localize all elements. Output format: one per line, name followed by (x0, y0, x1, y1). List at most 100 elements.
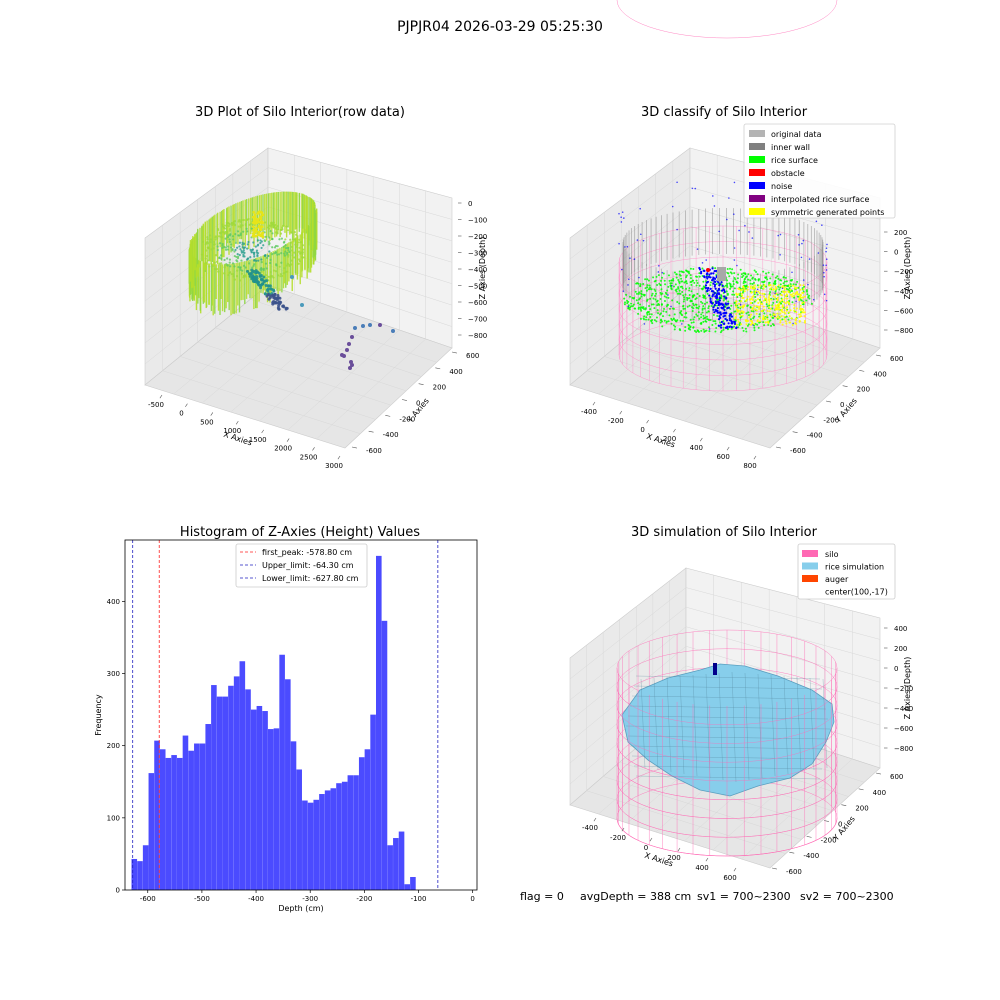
raw-point (276, 228, 280, 231)
raw-point (302, 248, 305, 251)
noise-point (626, 245, 629, 248)
symmetric-point (748, 316, 751, 319)
y-tick-label: 200 (855, 805, 868, 813)
rice-surface-point (689, 328, 692, 331)
raw-point (279, 275, 282, 278)
tick-mark (726, 446, 730, 451)
noise-point (815, 220, 818, 223)
x-tick-labels: -600 -500 -400 -300 -200 -100 0 (140, 890, 475, 903)
rice-surface-point (782, 282, 785, 285)
grid-line (230, 311, 348, 413)
noise-point (691, 187, 694, 190)
noise-point (696, 248, 699, 250)
raw-point (345, 348, 349, 352)
surface-mesh-line (783, 675, 789, 775)
raw-point (223, 272, 226, 275)
y-tick-label: -600 (366, 447, 382, 455)
raw-data-points (188, 191, 395, 370)
rice-surface-point (673, 313, 676, 316)
noise-point (711, 267, 714, 270)
rice-surface-point (691, 306, 694, 309)
grid-line (604, 356, 802, 420)
rice-surface-point (660, 279, 663, 282)
symmetric-point (762, 295, 765, 298)
avg-depth-text: avgDepth = 388 cm (580, 890, 691, 903)
x-tick-label: -100 (411, 895, 427, 903)
rice-surface-point (706, 292, 709, 295)
rice-surface-point (734, 319, 737, 322)
tick-mark (235, 420, 239, 425)
y-tick-label: 400 (449, 368, 462, 376)
x-tick-label: 400 (690, 444, 703, 452)
legend-swatch (749, 143, 765, 150)
raw-point (250, 227, 253, 230)
raw-point (269, 276, 272, 279)
raw-point (285, 225, 288, 228)
raw-point (213, 261, 216, 264)
grid-line (173, 293, 295, 395)
noise-point (708, 294, 711, 297)
noise-point (698, 266, 701, 270)
symmetric-point (791, 295, 794, 298)
rice-surface-point (679, 292, 682, 295)
rice-surface-point (764, 276, 767, 279)
raw-point (271, 237, 274, 241)
raw-point (297, 241, 300, 244)
raw-point (293, 256, 296, 259)
rice-surface-point (730, 285, 733, 288)
symmetric-point (784, 295, 787, 298)
raw-point (271, 275, 274, 278)
symmetric-point (750, 301, 753, 304)
raw-point (270, 221, 273, 224)
noise-point (723, 308, 726, 312)
raw-point (215, 260, 219, 263)
raw-point (249, 248, 252, 251)
rice-surface-point (678, 302, 681, 305)
x-tick-label: 1500 (249, 436, 267, 444)
noise-point (642, 239, 645, 242)
noise-point (807, 283, 809, 286)
rice-surface-point (653, 319, 656, 322)
rice-surface-point (784, 276, 787, 279)
raw-point (242, 264, 246, 267)
symmetric-point (774, 296, 777, 299)
tick-mark (385, 415, 391, 417)
rice-surface-point (645, 289, 648, 292)
histogram-bar (376, 555, 382, 890)
noise-point (676, 228, 678, 231)
raw-point (242, 253, 245, 256)
rice-surface-point (714, 330, 717, 333)
noise-point (726, 302, 730, 305)
noise-point (661, 271, 664, 274)
z-tick-label: −200 (468, 233, 487, 241)
symmetric-point (798, 316, 801, 319)
rice-surface-point (680, 310, 683, 313)
raw-point (285, 270, 289, 273)
symmetric-point (759, 302, 762, 305)
grid-line (569, 587, 687, 680)
raw-point (243, 251, 246, 254)
rice-surface-point (793, 296, 796, 299)
y-tick-label: -200 (399, 415, 415, 423)
grid-line (689, 226, 881, 284)
raw-point (299, 241, 302, 244)
noise-point (711, 302, 714, 305)
legend-label: first_peak: -578.80 cm (262, 548, 352, 557)
rice-surface-point (703, 330, 706, 333)
rice-surface-point (654, 289, 657, 292)
symmetric-point (743, 288, 746, 291)
raw-point (272, 269, 275, 272)
raw-point (253, 253, 256, 256)
rice-surface-point (744, 276, 747, 279)
x-tick-label: 2500 (300, 453, 318, 461)
rice-surface-point (772, 282, 775, 285)
rice-surface-point (652, 276, 655, 279)
grid-line (267, 167, 453, 220)
raw-point (276, 294, 280, 298)
rice-surface-point (803, 285, 806, 288)
histogram-bar (347, 775, 354, 890)
rice-surface-point (659, 284, 662, 287)
raw-point (246, 230, 249, 233)
symmetric-point (762, 317, 765, 320)
